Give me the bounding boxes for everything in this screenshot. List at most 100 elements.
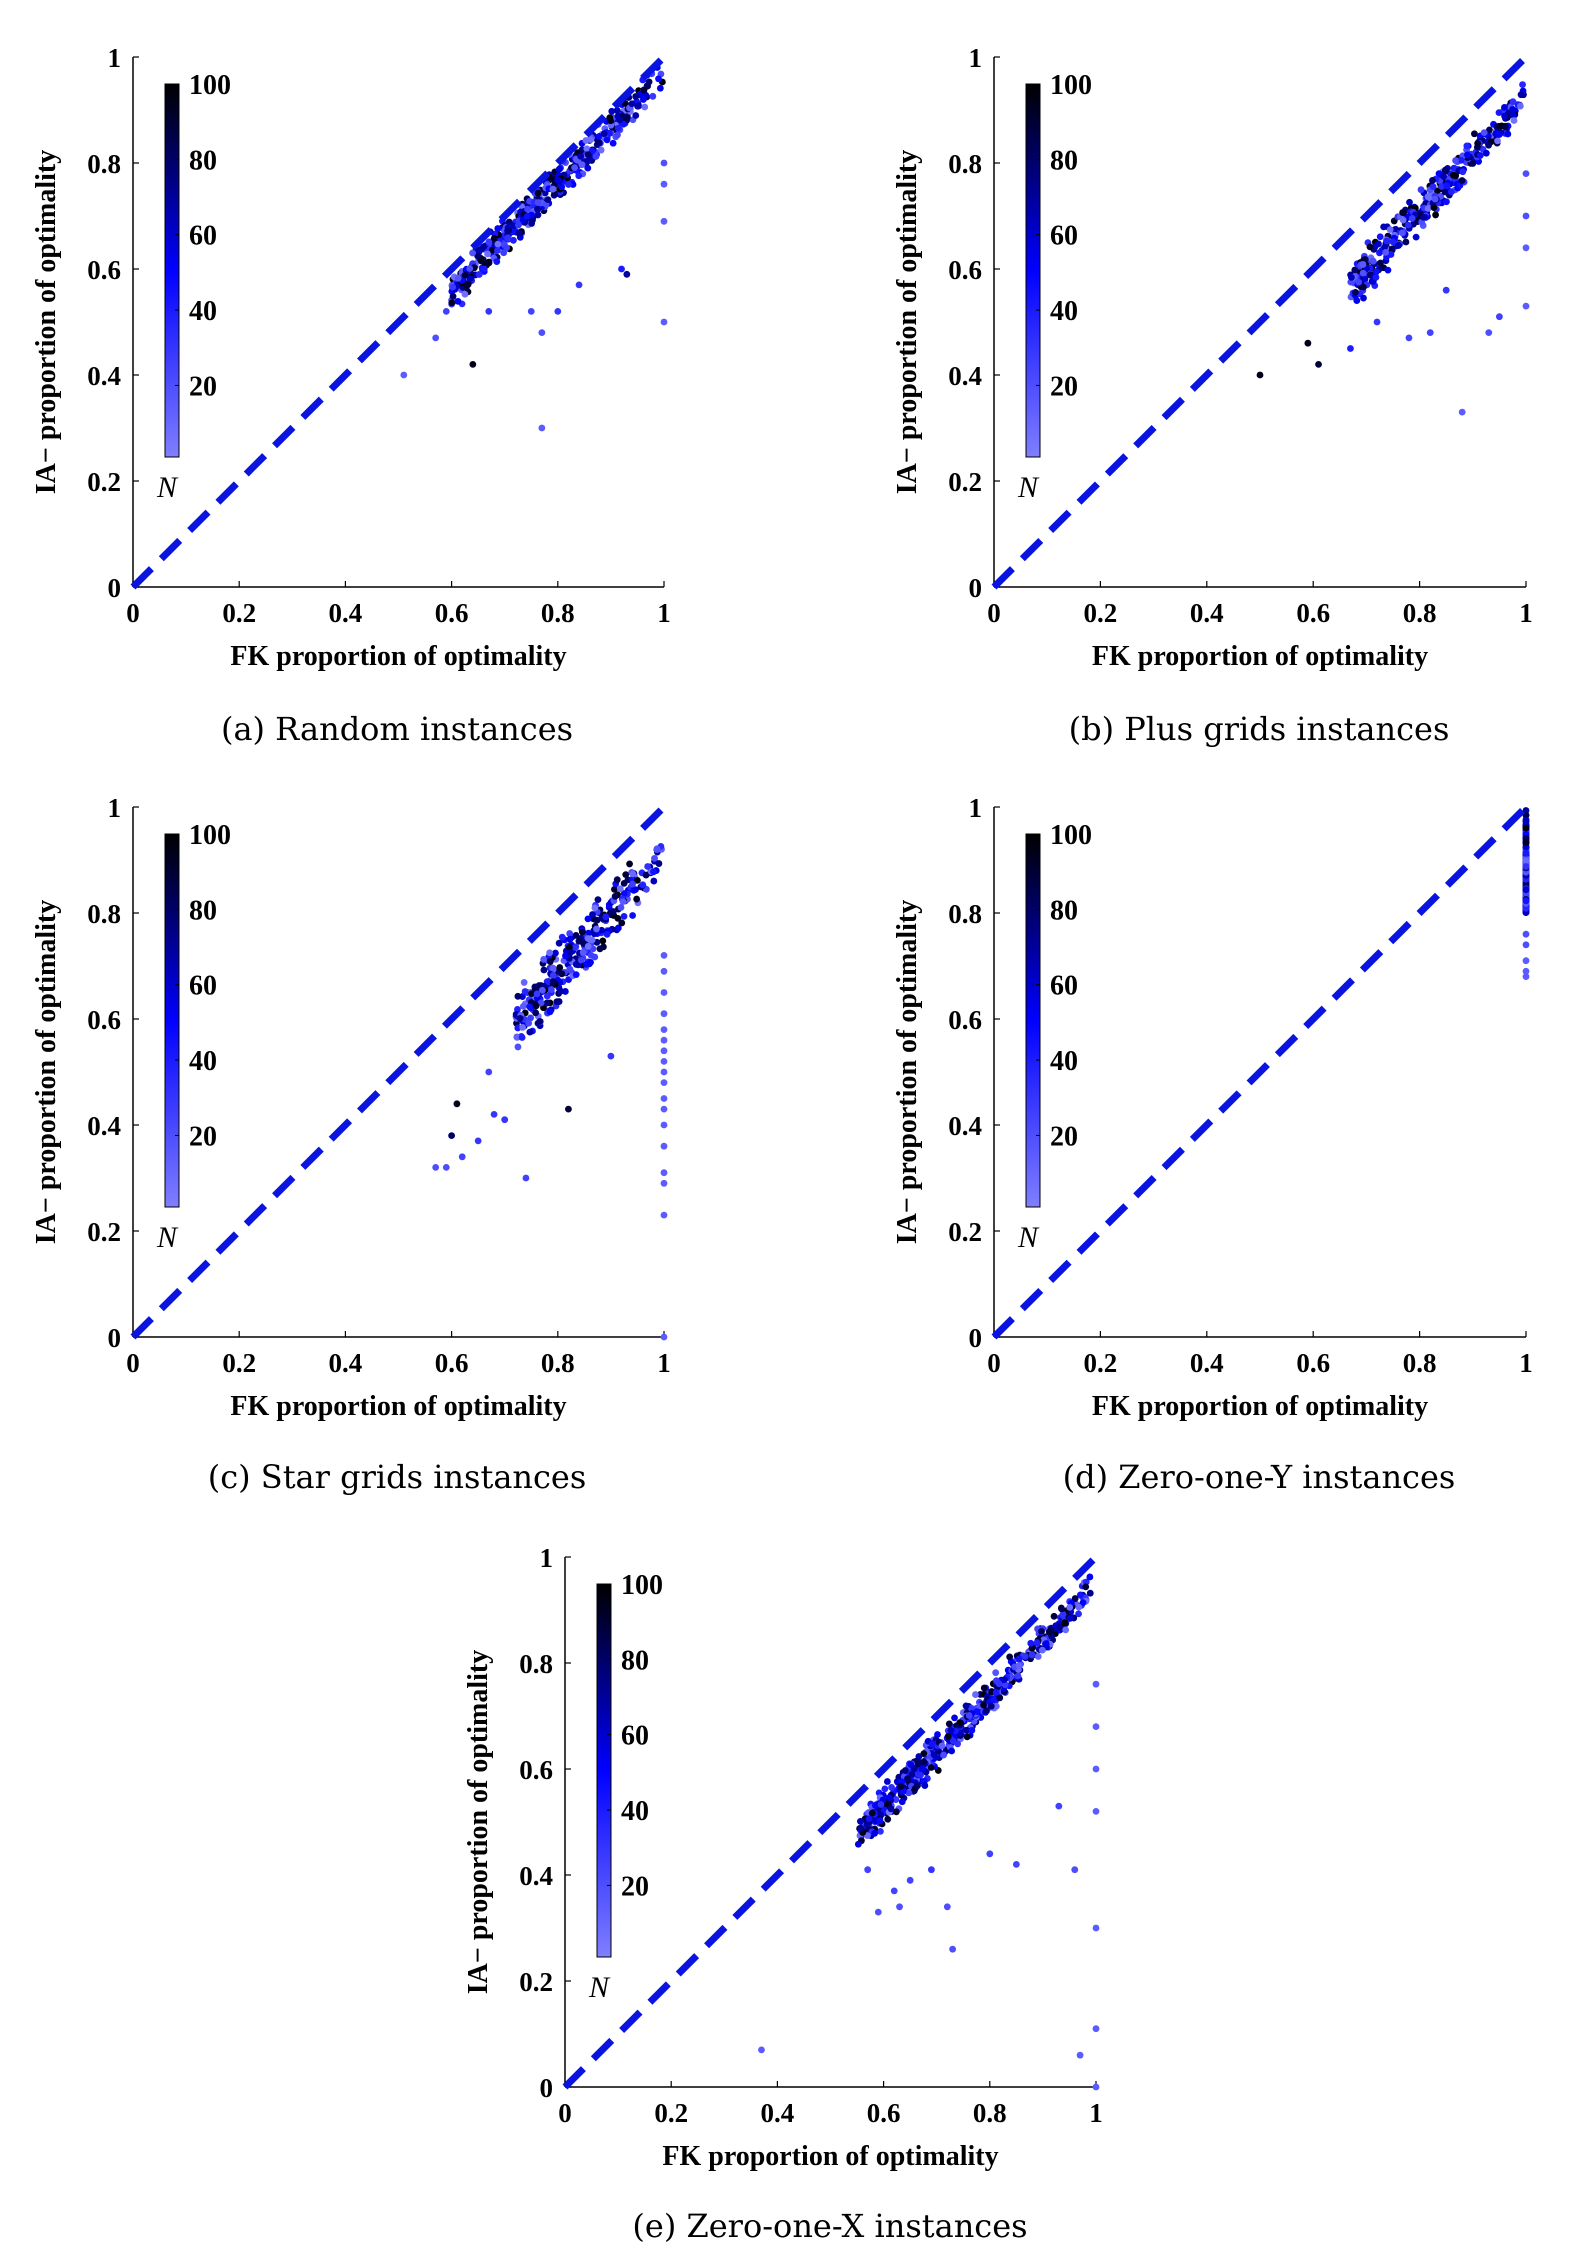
scatter-point (660, 1121, 668, 1129)
scatter-point (1359, 261, 1367, 268)
scatter-point (454, 297, 462, 305)
scatter-point (758, 2046, 765, 2054)
scatter-point (1384, 266, 1392, 274)
scatter-point (863, 1821, 871, 1828)
scatter-point (916, 1759, 924, 1767)
scatter-point (986, 1850, 994, 1858)
scatter-point (514, 221, 522, 229)
scatter-point (556, 178, 564, 186)
scatter-point (967, 1704, 975, 1712)
scatter-point (1495, 131, 1503, 138)
scatter-point (1061, 1619, 1069, 1627)
scatter-point (611, 892, 619, 900)
scatter-point (432, 334, 440, 342)
scatter-point (1001, 1676, 1008, 1684)
colorbar-tick-label: 40 (189, 1046, 217, 1077)
scatter-point (622, 871, 630, 878)
scatter-point (1522, 930, 1530, 938)
scatter-point (519, 1024, 527, 1031)
scatter-point (632, 112, 640, 119)
scatter-point (528, 990, 535, 998)
scatter-point (527, 1014, 534, 1022)
scatter-point (515, 229, 523, 237)
scatter-point (442, 1164, 450, 1171)
scatter-point (555, 166, 563, 173)
scatter-point (514, 1043, 522, 1051)
chart-a: 0 0.2 0.4 0.6 0.8 1 0 0.2 0.4 0.6 0.8 1 FK proportio… (31, 43, 671, 748)
scatter-point (593, 925, 600, 933)
scatter-point (990, 1695, 998, 1703)
scatter-point (917, 1771, 924, 1779)
scatter-point (1014, 1672, 1022, 1680)
scatter-point (915, 1753, 923, 1760)
scatter-point (918, 1765, 926, 1773)
y-tick-label: 1 (108, 43, 122, 73)
scatter-point (947, 1726, 955, 1734)
x-tick-label: 0 (558, 2098, 572, 2128)
scatter-point (1399, 209, 1407, 216)
scatter-point (552, 949, 559, 957)
scatter-point (623, 270, 631, 278)
scatter-point (469, 249, 476, 257)
scatter-point (522, 1174, 530, 1182)
scatter-point (553, 998, 561, 1006)
y-tick-label: 0 (969, 573, 983, 603)
scatter-point (614, 924, 622, 932)
scatter-point (660, 967, 668, 975)
scatter-point (629, 912, 637, 919)
scatter-point (660, 1058, 668, 1065)
scatter-point (1027, 1639, 1035, 1647)
scatter-point (1412, 233, 1420, 241)
scatter-point (571, 164, 579, 172)
scatter-point (877, 1801, 885, 1808)
scatter-point (660, 952, 668, 959)
scatter-point (1442, 166, 1449, 174)
scatter-point (906, 1876, 914, 1884)
scatter-point (914, 1782, 921, 1790)
scatter-point (1076, 1591, 1084, 1599)
y-axis-label: IA− proportion of optimality (31, 900, 62, 1244)
scatter-point (1447, 188, 1455, 196)
scatter-point (525, 1019, 533, 1027)
scatter-point (449, 283, 457, 291)
scatter-point (479, 243, 487, 251)
y-tick-label: 0.2 (87, 1217, 121, 1247)
scatter-point (876, 1817, 884, 1824)
scatter-point (611, 885, 618, 893)
x-tick-label: 0.2 (1084, 598, 1118, 628)
colorbar-tick-label: 20 (1050, 371, 1078, 402)
scatter-point (907, 1761, 915, 1768)
scatter-point (854, 1840, 862, 1848)
scatter-point (1076, 2051, 1084, 2059)
scatter-point (505, 218, 513, 226)
scatter-point (1501, 122, 1509, 130)
scatter-point (1071, 1595, 1079, 1602)
scatter-point (980, 1701, 987, 1709)
scatter-point (453, 1100, 461, 1108)
scatter-point (549, 978, 557, 986)
scatter-point (1424, 193, 1432, 201)
scatter-point (534, 199, 542, 206)
x-tick-label: 0.8 (541, 1348, 575, 1378)
scatter-point (616, 116, 624, 124)
scatter-point (1509, 106, 1517, 113)
scatter-point (639, 96, 647, 103)
scatter-point (490, 234, 498, 242)
scatter-point (660, 1068, 668, 1076)
y-axis-label: IA− proportion of optimality (892, 150, 923, 494)
colorbar-tick-label: 80 (621, 1645, 649, 1676)
scatter-point (458, 1153, 466, 1161)
scatter-point (877, 1827, 884, 1835)
scatter-point (1375, 240, 1382, 248)
scatter-point (1434, 187, 1441, 195)
scatter-point (660, 1333, 668, 1341)
scatter-point (1485, 141, 1492, 149)
scatter-point (572, 961, 580, 968)
scatter-point (1457, 156, 1465, 164)
colorbar (164, 83, 180, 458)
scatter-point (980, 1684, 988, 1692)
scatter-point (874, 1908, 882, 1916)
scatter-point (1522, 857, 1530, 865)
y-axis-label: IA− proportion of optimality (463, 1650, 494, 1994)
scatter-point (904, 1775, 911, 1783)
